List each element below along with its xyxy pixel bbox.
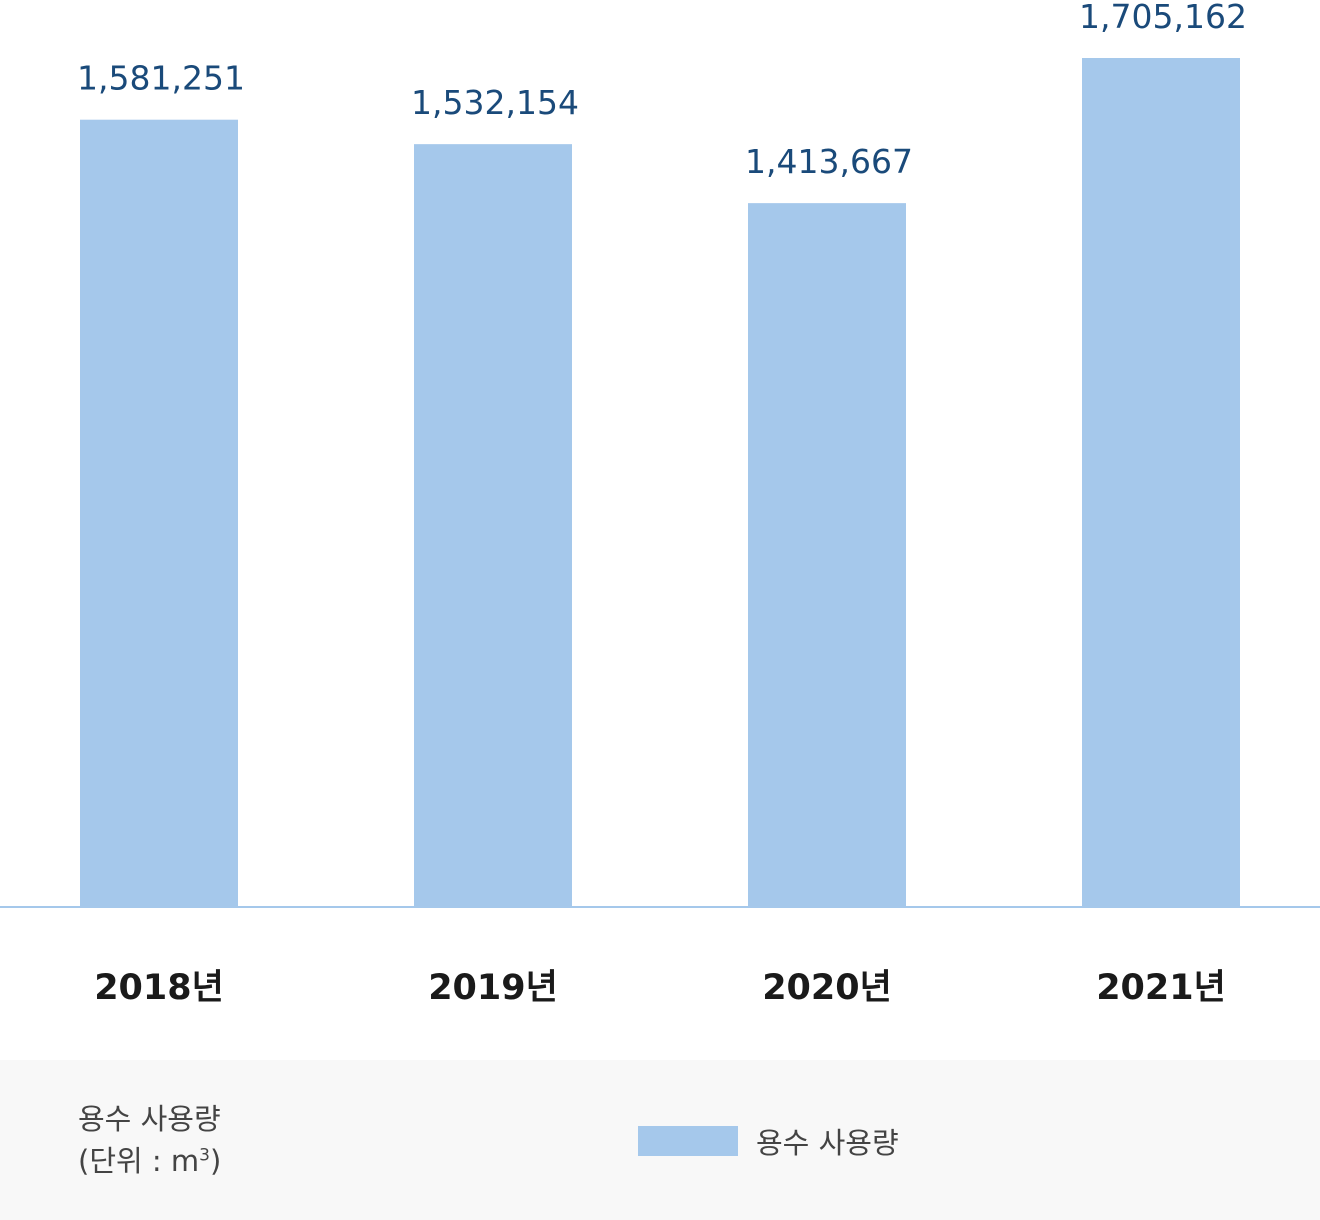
data-label-1: 1,532,154 [411,83,579,122]
chart-area: 1,581,251 2018년 1,532,154 2019년 1,413,667 202… [0,0,1320,1008]
bar-2 [748,203,906,908]
data-label-3: 1,705,162 [1079,0,1247,36]
unit-superscript: 3 [199,1145,210,1166]
y-axis-title: 용수 사용량 [78,1102,221,1136]
chart-footer: 용수 사용량 (단위 : m3) 용수 사용량 [0,1060,1320,1220]
data-label-0: 1,581,251 [77,59,245,98]
unit-prefix: (단위 : m [78,1144,200,1178]
x-tick-label-0: 2018년 [94,968,224,1008]
unit-label: (단위 : m3) [78,1140,221,1182]
legend-swatch [638,1126,738,1156]
x-tick-label-2: 2020년 [762,968,892,1008]
unit-suffix: ) [209,1144,222,1178]
bar-chart: 1,581,251 2018년 1,532,154 2019년 1,413,667 202… [0,0,1320,1008]
legend-label: 용수 사용량 [756,1126,899,1160]
x-tick-label-1: 2019년 [428,968,558,1008]
legend: 용수 사용량 [638,1120,899,1162]
bar-0 [80,119,238,908]
data-label-2: 1,413,667 [745,142,913,181]
unit-note: 용수 사용량 (단위 : m3) [78,1098,221,1182]
x-tick-label-3: 2021년 [1096,968,1226,1008]
bar-3 [1082,58,1240,907]
bar-1 [414,144,572,907]
